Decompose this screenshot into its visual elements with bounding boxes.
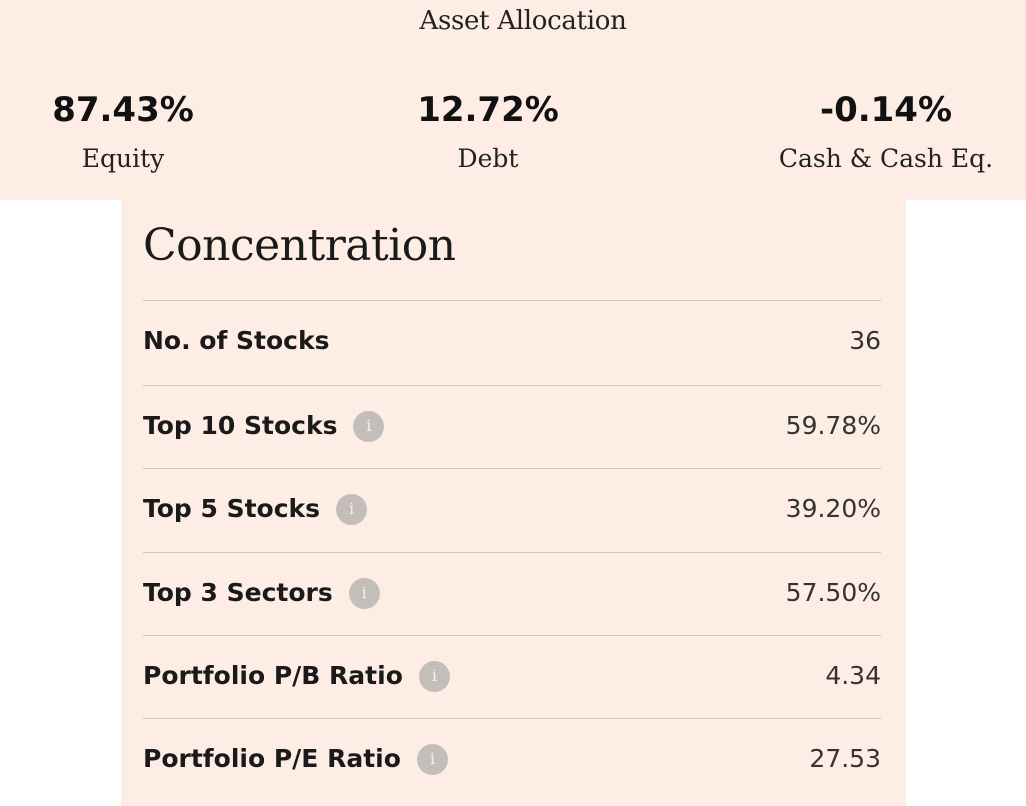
concentration-row-portfolio-pb-ratio: Portfolio P/B Ratio i 4.34 xyxy=(143,635,881,720)
allocation-equity-value: 87.43% xyxy=(52,90,194,130)
row-value: 36 xyxy=(849,326,881,355)
row-label-text: Top 5 Stocks xyxy=(143,494,321,523)
row-value: 4.34 xyxy=(825,661,881,690)
allocation-cash: -0.14% Cash & Cash Eq. xyxy=(766,88,1006,175)
concentration-panel: Concentration No. of Stocks 36 Top 10 St… xyxy=(121,200,906,806)
row-label: Top 5 Stocks i xyxy=(143,491,368,527)
row-label: Top 3 Sectors i xyxy=(143,575,380,611)
asset-allocation-title: Asset Allocation xyxy=(419,6,627,36)
row-label-text: Top 10 Stocks xyxy=(143,411,338,440)
allocation-equity-label: Equity xyxy=(81,144,165,173)
allocation-cash-label: Cash & Cash Eq. xyxy=(778,144,994,173)
row-value: 59.78% xyxy=(785,411,881,440)
row-label: Portfolio P/E Ratio i xyxy=(143,741,448,777)
concentration-row-top-3-sectors: Top 3 Sectors i 57.50% xyxy=(143,552,881,637)
row-label-text: Portfolio P/E Ratio xyxy=(143,744,401,773)
row-value: 57.50% xyxy=(785,578,881,607)
concentration-title: Concentration xyxy=(143,220,456,271)
row-value: 39.20% xyxy=(785,494,881,523)
row-label: Top 10 Stocks i xyxy=(143,408,385,444)
row-value: 27.53 xyxy=(809,744,881,773)
allocation-equity: 87.43% Equity xyxy=(3,88,243,175)
row-label-text: Top 3 Sectors xyxy=(143,578,333,607)
info-icon[interactable]: i xyxy=(348,577,380,609)
concentration-row-portfolio-pe-ratio: Portfolio P/E Ratio i 27.53 xyxy=(143,718,881,803)
asset-allocation-panel: Asset Allocation 87.43% Equity 12.72% De… xyxy=(0,0,1026,200)
allocation-debt-value: 12.72% xyxy=(417,90,559,130)
row-label: Portfolio P/B Ratio i xyxy=(143,658,450,694)
concentration-row-top-5-stocks: Top 5 Stocks i 39.20% xyxy=(143,468,881,553)
row-label-text: No. of Stocks xyxy=(143,326,330,355)
row-label-text: Portfolio P/B Ratio xyxy=(143,661,403,690)
info-icon[interactable]: i xyxy=(416,743,448,775)
allocation-debt-label: Debt xyxy=(457,144,519,173)
info-icon[interactable]: i xyxy=(353,410,385,442)
concentration-row-no-of-stocks: No. of Stocks 36 xyxy=(143,300,881,385)
concentration-row-top-10-stocks: Top 10 Stocks i 59.78% xyxy=(143,385,881,470)
info-icon[interactable]: i xyxy=(336,493,368,525)
allocation-cash-value: -0.14% xyxy=(819,90,953,130)
row-label: No. of Stocks xyxy=(143,323,330,359)
info-icon[interactable]: i xyxy=(418,660,450,692)
allocation-debt: 12.72% Debt xyxy=(368,88,608,175)
